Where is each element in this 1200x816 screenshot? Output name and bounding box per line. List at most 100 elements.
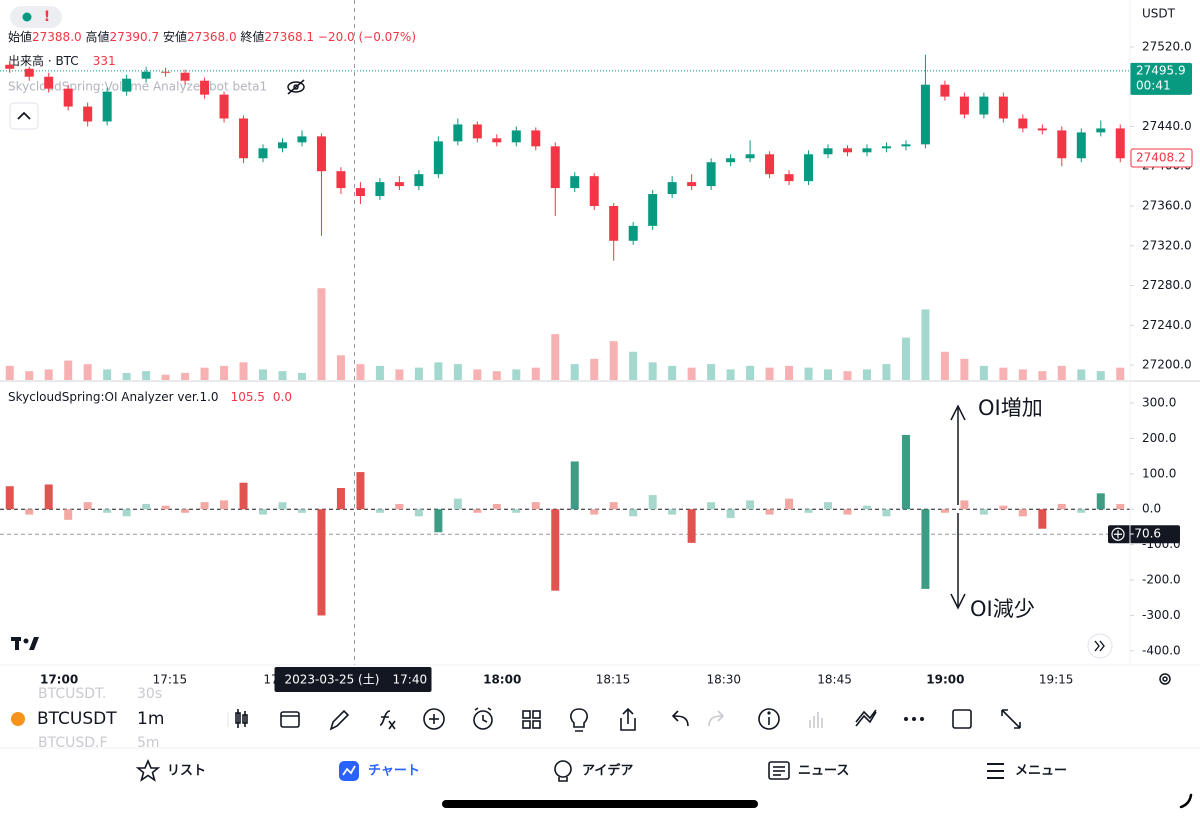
indicator-icon[interactable] — [379, 710, 396, 730]
x-tick-label: 18:30 — [706, 673, 741, 687]
volume-bar — [551, 334, 560, 380]
tab[interactable]: リスト — [167, 764, 206, 779]
candle-body — [1076, 132, 1086, 159]
oi-bar — [1018, 509, 1027, 517]
low-value: 27368.0 — [187, 30, 237, 44]
volume-icon — [809, 712, 823, 728]
crosshair-time-box — [274, 667, 432, 692]
tab-icon-line — [342, 765, 356, 776]
y-tick-label: -300.0 — [1142, 608, 1181, 622]
volume-bar — [609, 341, 618, 380]
oi-bar — [531, 502, 540, 510]
volume-bar — [570, 364, 579, 380]
trend-icon[interactable] — [855, 709, 877, 727]
oi-bar — [785, 498, 794, 510]
info-icon[interactable] — [758, 708, 780, 730]
oi-bar — [940, 509, 949, 513]
collapse-button[interactable] — [9, 102, 39, 130]
indicator-2-legend: SkycloudSpring:OI Analyzer ver.1.0 105.5 0… — [8, 390, 292, 404]
close-label: 終値 — [240, 29, 264, 44]
settings-icon[interactable] — [1159, 673, 1171, 685]
volume-bar — [940, 351, 949, 380]
ghost-symbol: BTCUSDT. — [38, 686, 106, 702]
candle-body — [998, 96, 1008, 119]
volume-value: 331 — [93, 54, 116, 68]
idea-icon[interactable] — [570, 708, 588, 732]
oi-bar — [999, 505, 1008, 510]
crosshair-date: 2023-03-25 (土) — [285, 673, 380, 687]
oi-bar — [83, 502, 92, 510]
oi-bar — [901, 434, 910, 510]
candle-body — [979, 96, 989, 115]
oi-bar — [1096, 493, 1105, 510]
ghost-symbol: BTCUSD.F — [38, 735, 108, 751]
window-icon[interactable] — [952, 709, 972, 729]
volume-bar — [44, 369, 53, 380]
share-icon[interactable] — [620, 707, 636, 731]
volume-bar — [278, 371, 287, 380]
x-tick-label: 19:00 — [926, 673, 964, 687]
chart-type-icon[interactable] — [235, 709, 248, 728]
annotation-decrease: OI減少 — [970, 597, 1035, 621]
volume-bar — [999, 367, 1008, 380]
status-pill[interactable] — [10, 6, 62, 28]
symbol[interactable]: BTCUSDT — [37, 709, 117, 729]
volume-bar — [921, 309, 930, 380]
volume-bar — [122, 372, 131, 380]
oi-bar — [317, 509, 326, 616]
candle-body — [570, 176, 580, 189]
candle-body — [706, 162, 716, 187]
y-tick-label: 27200.0 — [1142, 358, 1192, 372]
more-icon[interactable] — [904, 717, 924, 721]
volume-bar — [1077, 369, 1086, 380]
undo-icon[interactable] — [671, 710, 689, 727]
interval[interactable]: 1m — [137, 709, 164, 729]
layout-icon[interactable] — [522, 710, 541, 729]
volume-bar — [1096, 371, 1105, 380]
crosshair-time: 17:40 — [393, 673, 428, 687]
oi-bar — [492, 503, 501, 510]
tab[interactable]: アイデア — [582, 763, 633, 779]
tab[interactable]: ニュース — [798, 764, 849, 779]
x-tick-label: 19:15 — [1039, 673, 1074, 687]
oi-bar — [921, 509, 930, 589]
indicator-2-label: SkycloudSpring:OI Analyzer ver.1.0 — [8, 390, 219, 404]
candle-body — [1057, 130, 1067, 159]
volume-bar — [200, 367, 209, 380]
tab-active[interactable]: チャート — [368, 764, 420, 779]
volume-bar — [181, 372, 190, 380]
compare-icon[interactable] — [280, 711, 300, 728]
oi-bar — [142, 503, 151, 510]
volume-bar — [1018, 369, 1027, 380]
fullscreen-icon[interactable] — [1001, 709, 1021, 729]
candle-body — [63, 88, 73, 107]
candle-body — [609, 205, 619, 241]
volume-bar — [297, 372, 306, 380]
scroll-button[interactable] — [1087, 633, 1113, 659]
hide-icon[interactable] — [287, 79, 305, 95]
candle-body — [745, 154, 755, 159]
volume-bar — [804, 367, 813, 380]
tab[interactable]: メニュー — [1015, 764, 1067, 779]
last-price-label: 27495.9 — [1136, 63, 1186, 77]
draw-icon[interactable] — [329, 709, 350, 731]
candle-body — [1018, 118, 1028, 129]
volume-bar — [239, 362, 248, 380]
volume-bar — [765, 367, 774, 380]
volume-bar — [83, 364, 92, 380]
oi-bar — [843, 509, 852, 515]
oi-bar — [512, 509, 521, 513]
open-label: 始値 — [8, 29, 32, 44]
currency-label: USDT — [1142, 7, 1176, 21]
volume-label: 出来高 · BTC — [8, 54, 79, 68]
last-price-tag — [1130, 62, 1192, 95]
volume-bar — [707, 364, 716, 380]
indicator-2-value: 105.5 — [231, 390, 265, 404]
candle-body — [122, 78, 132, 92]
add-icon[interactable] — [423, 708, 445, 730]
volume-bar — [220, 365, 229, 380]
y-tick-label: 27520.0 — [1142, 39, 1192, 53]
collapse-icon — [17, 111, 31, 120]
candle-body — [316, 136, 326, 172]
alert-icon[interactable] — [473, 707, 493, 730]
